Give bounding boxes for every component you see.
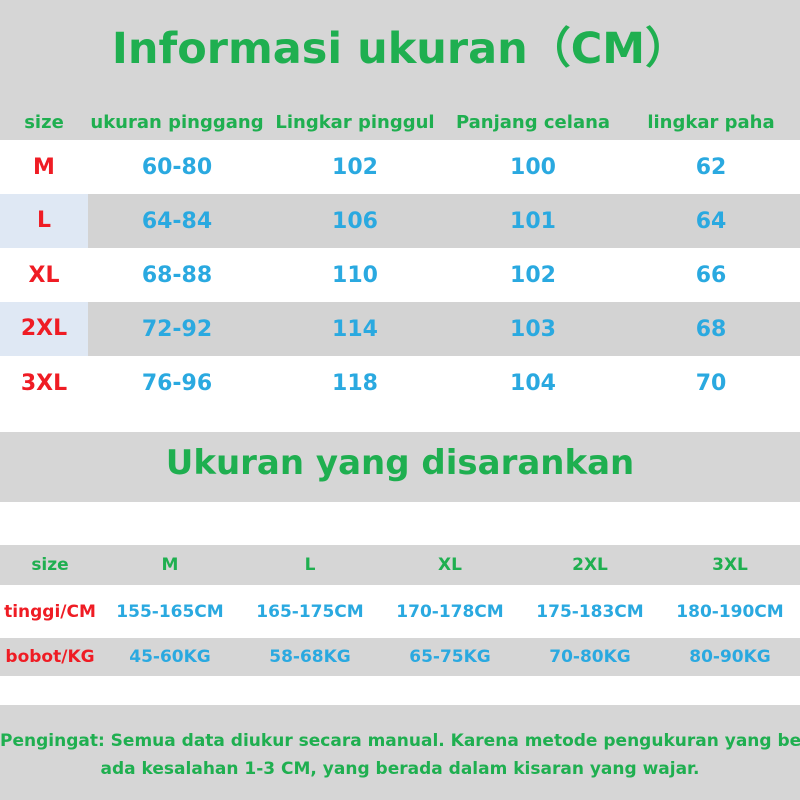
row-size-label: M — [33, 154, 55, 180]
row-value-thigh: 62 — [695, 154, 727, 180]
main-table-header-row: size ukuran pinggang Lingkar pinggul Pan… — [0, 104, 800, 140]
main-col-header-thigh: lingkar paha — [647, 111, 775, 133]
main-col-header-length: Panjang celana — [455, 111, 611, 133]
row-value-length: 103 — [510, 316, 556, 342]
row-value-waist: 68-88 — [141, 262, 213, 288]
row-value-waist: 64-84 — [141, 208, 213, 234]
row-value-waist: 72-92 — [141, 316, 213, 342]
row-value-thigh: 66 — [695, 262, 727, 288]
recommended-value-height-xl: 170-178CM — [396, 601, 504, 622]
recommended-value-weight-l: 58-68KG — [269, 647, 351, 667]
recommended-value-weight-2xl: 70-80KG — [549, 647, 631, 667]
row-value-length: 102 — [510, 262, 556, 288]
recommended-value-weight-xl: 65-75KG — [409, 647, 491, 667]
row-value-waist: 76-96 — [141, 370, 213, 396]
main-col-header-size: size — [24, 111, 64, 133]
recommended-value-weight-3xl: 80-90KG — [689, 647, 771, 667]
recommended-row-label-weight: bobot/KG — [5, 647, 95, 667]
list-item: tinggi/CM 155-165CM 165-175CM 170-178CM … — [0, 585, 800, 638]
row-value-hip: 114 — [332, 316, 378, 342]
row-size-label: 2XL — [0, 302, 88, 356]
recommended-section-title: Ukuran yang disarankan — [165, 443, 635, 483]
row-value-length: 104 — [510, 370, 556, 396]
recommended-col-header-l: L — [304, 555, 316, 575]
recommended-value-height-3xl: 180-190CM — [676, 601, 784, 622]
recommended-col-header-m: M — [161, 555, 179, 575]
footer-note-band: Pengingat: Semua data diukur secara manu… — [0, 705, 800, 800]
recommended-title-band: Ukuran yang disarankan — [0, 432, 800, 502]
footer-note-line-1: Pengingat: Semua data diukur secara manu… — [0, 731, 800, 751]
row-value-length: 101 — [510, 208, 556, 234]
recommended-value-weight-m: 45-60KG — [129, 647, 211, 667]
recommended-col-header-2xl: 2XL — [572, 555, 608, 575]
row-value-hip: 106 — [332, 208, 378, 234]
recommended-col-header-3xl: 3XL — [712, 555, 748, 575]
recommended-row-label-height: tinggi/CM — [4, 601, 96, 622]
table-row: L 64-84 106 101 64 — [0, 194, 800, 248]
row-value-hip: 118 — [332, 370, 378, 396]
footer-note-line-2: ada kesalahan 1-3 CM, yang berada dalam … — [100, 759, 700, 779]
row-value-thigh: 70 — [695, 370, 727, 396]
recommended-col-header-size: size — [31, 555, 69, 575]
recommended-value-height-2xl: 175-183CM — [536, 601, 644, 622]
row-value-waist: 60-80 — [141, 154, 213, 180]
recommended-value-height-l: 165-175CM — [256, 601, 364, 622]
row-size-label: L — [0, 194, 88, 248]
list-item: bobot/KG 45-60KG 58-68KG 65-75KG 70-80KG… — [0, 638, 800, 676]
table-row: 3XL 76-96 118 104 70 — [0, 356, 800, 410]
row-value-length: 100 — [510, 154, 556, 180]
row-value-thigh: 68 — [695, 316, 727, 342]
main-title-band: Informasi ukuran（CM） — [0, 0, 800, 140]
page-title: Informasi ukuran（CM） — [111, 24, 689, 74]
table-row: XL 68-88 110 102 66 — [0, 248, 800, 302]
recommended-table-header-row: size M L XL 2XL 3XL — [0, 545, 800, 585]
table-row: M 60-80 102 100 62 — [0, 140, 800, 194]
table-row: 2XL 72-92 114 103 68 — [0, 302, 800, 356]
main-col-header-waist: ukuran pinggang — [90, 111, 264, 133]
row-value-hip: 102 — [332, 154, 378, 180]
row-value-hip: 110 — [332, 262, 378, 288]
row-size-label: 3XL — [20, 370, 68, 396]
row-value-thigh: 64 — [695, 208, 727, 234]
main-col-header-hip: Lingkar pinggul — [275, 111, 435, 133]
recommended-value-height-m: 155-165CM — [116, 601, 224, 622]
recommended-col-header-xl: XL — [438, 555, 462, 575]
row-size-label: XL — [28, 262, 60, 288]
